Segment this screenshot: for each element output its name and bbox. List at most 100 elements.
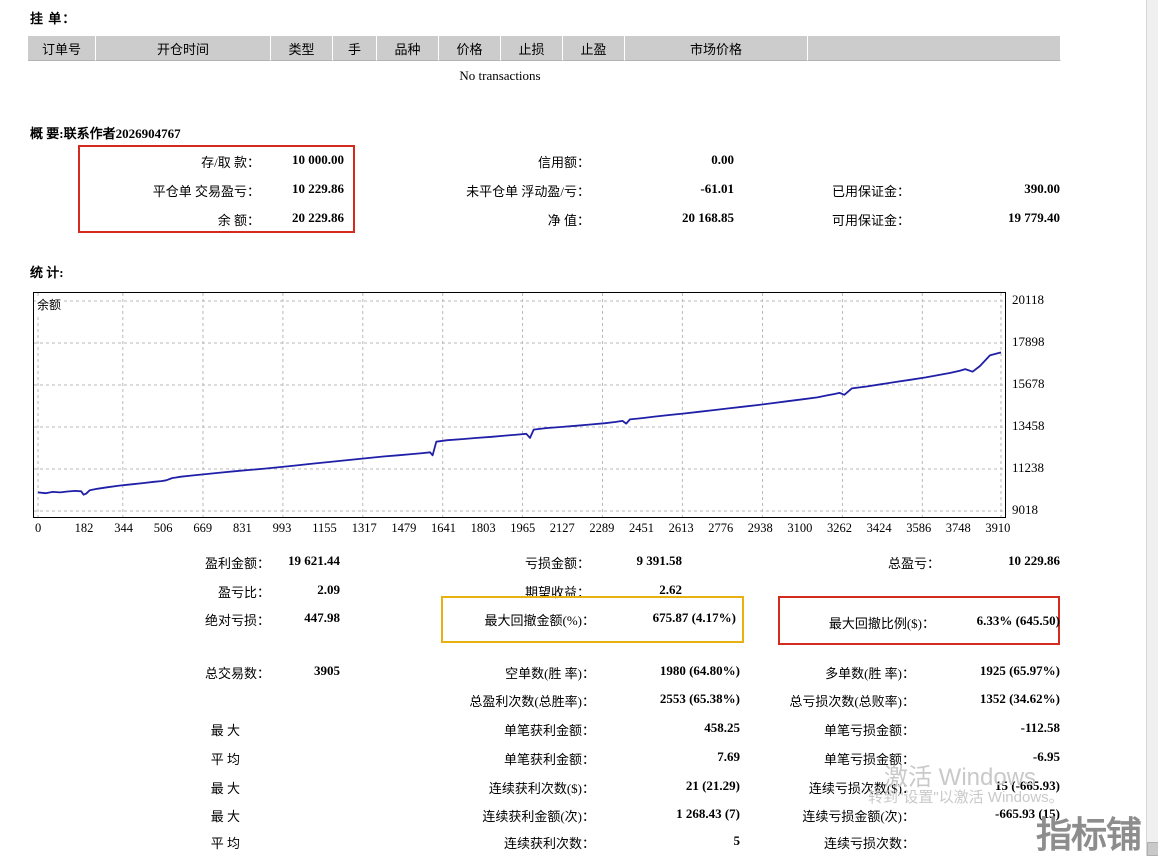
pending-orders-table-header: 订单号 开仓时间 类型 手 品种 价格 止损 止盈 市场价格 [28,36,1061,61]
orders-column-header-4[interactable]: 品种 [377,36,439,61]
profit-factor-label: 盈亏比： [217,585,270,600]
chart-x-tick-label: 2451 [629,521,654,535]
chart-x-tick-label: 993 [272,521,292,535]
detail-value-1: 7.69 [717,749,740,764]
chart-y-tick-label: 13458 [1012,418,1045,433]
detail-label2-4: 连续亏损次数： [823,836,915,851]
chart-x-tick-label: 0 [35,521,42,535]
orders-column-label: 类型 [288,41,315,57]
gross-loss-label: 亏损金额： [524,556,590,571]
detail-prefix-2: 最 大 [210,781,240,796]
gross-loss-value: 9 391.58 [636,553,683,568]
detail-label-0: 单笔获利金额： [503,723,595,738]
detail-value2-3: -665.93 (15) [995,806,1060,821]
orders-column-label: 订单号 [41,41,81,57]
scrollbar-thumb[interactable] [1147,842,1158,856]
used-margin-label: 已用保证金： [831,184,910,199]
deposit-value: 10 000.00 [292,152,344,167]
orders-column-header-5[interactable]: 价格 [439,36,501,61]
free-margin-value: 19 779.40 [1008,210,1060,225]
free-margin-label: 可用保证金： [831,213,910,228]
total-net-profit-label: 总盈亏： [887,556,940,571]
profit-trades-value: 2553 (65.38%) [659,691,740,706]
chart-y-tick-label: 15678 [1012,376,1045,391]
orders-column-label: 止损 [518,41,545,57]
orders-column-label: 品种 [394,41,421,57]
short-positions-label: 空单数(胜 率)： [505,666,595,681]
detail-value-3: 1 268.43 (7) [676,806,740,821]
detail-label-2: 连续获利次数($)： [488,781,595,796]
orders-column-header-1[interactable]: 开仓时间 [96,36,271,61]
detail-prefix-0: 最 大 [210,723,240,738]
total-trades-value: 3905 [314,663,340,678]
max-drawdown-usd-label: 最大回撤比例($)： [828,616,935,631]
chart-x-tick-label: 669 [193,521,213,535]
orders-column-header-7[interactable]: 止盈 [563,36,625,61]
chart-y-tick-label: 20118 [1012,292,1045,307]
max-drawdown-usd-highlight-box [778,596,1060,645]
equity-value: 20 168.85 [682,210,734,225]
equity-label: 净 值： [547,213,590,228]
detail-label2-0: 单笔亏损金额： [823,723,915,738]
chart-x-axis: 0 182 344 506 669 831 993 1155 1317 1479 1641 1803 1… [33,521,1023,537]
absolute-drawdown-value: 447.98 [304,610,340,625]
detail-value2-0: -112.58 [1020,720,1060,735]
chart-x-tick-label: 1479 [391,521,417,535]
orders-column-header-0[interactable]: 订单号 [28,36,96,61]
detail-label-3: 连续获利金额(次)： [482,809,595,824]
closed-pl-label: 平仓单 交易盈亏： [152,184,260,199]
summary-title: 概 要:联系作者2026904767 [30,126,181,141]
page-scrollbar[interactable] [1146,0,1158,856]
orders-column-header-9[interactable] [808,36,1061,61]
orders-column-label: 止盈 [580,41,607,57]
chart-x-tick-label: 3910 [985,521,1011,535]
chart-x-tick-label: 1641 [431,521,456,535]
deposit-label: 存/取 款： [201,155,260,170]
chart-y-tick-label: 11238 [1012,460,1045,475]
chart-x-tick-label: 1803 [470,521,496,535]
max-drawdown-pct-highlight-box [441,596,744,643]
chart-x-tick-label: 344 [114,521,133,535]
detail-prefix-1: 平 均 [210,752,240,767]
chart-x-tick-label: 3262 [827,521,852,535]
summary-highlight-box [78,145,355,233]
detail-value-4: 5 [733,833,741,848]
chart-x-tick-label: 3424 [866,521,892,535]
orders-column-label: 价格 [456,41,483,57]
orders-column-header-2[interactable]: 类型 [271,36,333,61]
max-drawdown-pct-value: 675.87 (4.17%) [652,610,736,625]
chart-x-tick-label: 2127 [549,521,575,535]
orders-column-header-8[interactable]: 市场价格 [625,36,808,61]
detail-label-1: 单笔获利金额： [503,752,595,767]
balance-chart-svg [34,293,1005,517]
floating-pl-label: 未平仓单 浮动盈/亏： [466,184,590,199]
chart-x-tick-label: 1317 [351,521,377,535]
orders-column-label: 手 [347,41,361,57]
max-drawdown-pct-label: 最大回撤金额(%)： [484,613,596,628]
orders-column-header-6[interactable]: 止损 [501,36,563,61]
balance-label: 余 额： [217,213,260,228]
statistics-title: 统 计: [30,265,64,280]
floating-pl-value: -61.01 [700,181,734,196]
orders-column-label: 市场价格 [689,41,742,57]
closed-pl-value: 10 229.86 [292,181,344,196]
detail-label2-2: 连续亏损次数($)： [808,781,915,796]
chart-x-tick-label: 2938 [747,521,773,535]
detail-label2-3: 连续亏损金额(次)： [802,809,915,824]
chart-gridlines [34,293,1005,517]
loss-trades-value: 1352 (34.62%) [979,691,1060,706]
orders-column-header-3[interactable]: 手 [333,36,377,61]
chart-x-tick-label: 1965 [510,521,536,535]
chart-legend-label: 余额 [36,296,64,314]
orders-column-label: 开仓时间 [156,41,209,57]
chart-x-tick-label: 506 [153,521,173,535]
pending-orders-title: 挂 单： [30,11,77,26]
detail-prefix-4: 平 均 [210,836,240,851]
chart-x-tick-label: 182 [74,521,94,535]
expected-payoff-value: 2.62 [659,582,682,597]
detail-value2-1: -6.95 [1032,749,1060,764]
balance-chart [33,292,1006,518]
chart-x-tick-label: 831 [233,521,252,535]
profit-factor-value: 2.09 [317,582,340,597]
